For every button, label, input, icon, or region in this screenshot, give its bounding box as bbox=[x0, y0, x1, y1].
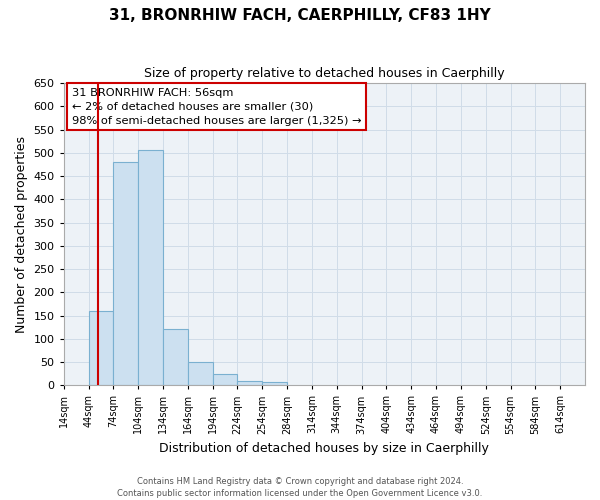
Text: 31, BRONRHIW FACH, CAERPHILLY, CF83 1HY: 31, BRONRHIW FACH, CAERPHILLY, CF83 1HY bbox=[109, 8, 491, 22]
Text: Contains HM Land Registry data © Crown copyright and database right 2024.
Contai: Contains HM Land Registry data © Crown c… bbox=[118, 476, 482, 498]
Bar bbox=[212, 374, 238, 386]
Bar bbox=[188, 362, 212, 386]
Title: Size of property relative to detached houses in Caerphilly: Size of property relative to detached ho… bbox=[144, 68, 505, 80]
Bar bbox=[113, 162, 138, 386]
Bar bbox=[89, 311, 113, 386]
Bar bbox=[262, 382, 287, 386]
Bar bbox=[238, 380, 262, 386]
Bar bbox=[138, 150, 163, 386]
Y-axis label: Number of detached properties: Number of detached properties bbox=[15, 136, 28, 332]
Bar bbox=[163, 330, 188, 386]
X-axis label: Distribution of detached houses by size in Caerphilly: Distribution of detached houses by size … bbox=[160, 442, 489, 455]
Text: 31 BRONRHIW FACH: 56sqm
← 2% of detached houses are smaller (30)
98% of semi-det: 31 BRONRHIW FACH: 56sqm ← 2% of detached… bbox=[71, 88, 361, 126]
